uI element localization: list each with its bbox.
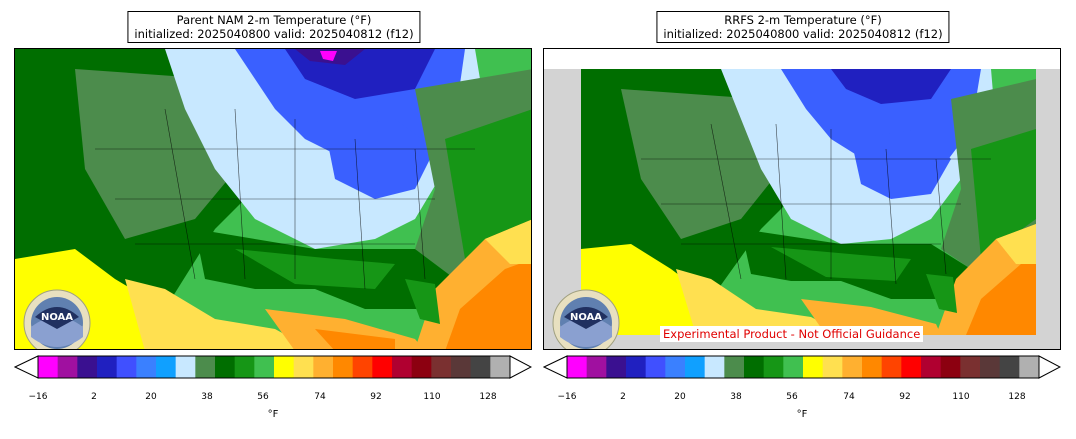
tick-label: 110: [423, 392, 441, 402]
colorbar-swatch: [704, 356, 725, 378]
colorbar-swatch: [57, 356, 78, 378]
colorbar-swatch: [136, 356, 157, 378]
colorbar-swatch: [175, 356, 196, 378]
colorbar-swatch: [77, 356, 98, 378]
colorbar-swatch: [960, 356, 981, 378]
colorbar-swatch: [921, 356, 942, 378]
colorbar-min-arrow: [14, 355, 39, 379]
colorbar-swatch: [215, 356, 236, 378]
colorbar-swatch: [901, 356, 922, 378]
colorbar-swatch: [940, 356, 961, 378]
colorbar-swatch: [274, 356, 295, 378]
colorbar-swatch: [842, 356, 863, 378]
colorbar-swatch: [744, 356, 765, 378]
rrfs-panel: RRFS 2-m Temperature (°F) initialized: 2…: [543, 0, 1063, 439]
nam-panel: Parent NAM 2-m Temperature (°F) initiali…: [14, 0, 534, 439]
noaa-logo-icon: NOAA: [23, 289, 91, 349]
colorbar-swatch: [626, 356, 647, 378]
colorbar-swatch: [352, 356, 373, 378]
tick-label: −16: [28, 392, 48, 402]
nam-map: NOAA: [14, 48, 532, 350]
colorbar-border: [566, 355, 1040, 379]
colorbar-swatch: [97, 356, 118, 378]
colorbar-swatch: [313, 356, 334, 378]
nam-title: Parent NAM 2-m Temperature (°F): [176, 13, 372, 27]
tick-label: 2: [620, 392, 626, 402]
tick-label: 110: [952, 392, 970, 402]
colorbar-swatch: [392, 356, 413, 378]
tick-label: 92: [899, 392, 911, 402]
nam-temperature-map: [15, 49, 531, 349]
colorbar-swatch: [333, 356, 354, 378]
colorbar-swatch: [1019, 356, 1040, 378]
colorbar-swatch: [372, 356, 393, 378]
colorbar-swatch: [606, 356, 627, 378]
tick-label: 74: [843, 392, 855, 402]
colorbar-swatch: [451, 356, 472, 378]
tick-label: 128: [1008, 392, 1026, 402]
tick-label: 20: [145, 392, 157, 402]
tick-label: 38: [730, 392, 742, 402]
colorbar-swatch: [763, 356, 784, 378]
nam-colorbar-unit: °F: [267, 409, 279, 420]
colorbar-swatch: [156, 356, 177, 378]
tick-label: 20: [674, 392, 686, 402]
colorbar-swatch: [586, 356, 607, 378]
colorbar-swatch: [38, 356, 59, 378]
colorbar-swatch: [724, 356, 745, 378]
tick-label: 128: [479, 392, 497, 402]
tick-label: 74: [314, 392, 326, 402]
tick-label: 38: [201, 392, 213, 402]
colorbar-swatch: [490, 356, 511, 378]
noaa-logo-icon: NOAA: [552, 289, 620, 349]
colorbar-swatch: [862, 356, 883, 378]
colorbar-max-arrow: [1038, 355, 1061, 379]
colorbar-swatch: [645, 356, 666, 378]
colorbar-swatch: [665, 356, 686, 378]
noaa-logo-text: NOAA: [570, 312, 602, 323]
experimental-disclaimer: Experimental Product - Not Official Guid…: [660, 326, 924, 342]
colorbar-swatch: [980, 356, 1001, 378]
colorbar-swatch: [822, 356, 843, 378]
colorbar-swatch: [254, 356, 275, 378]
nam-colorbar-ticks: −16 2 20 38 56 74 92 110 128: [14, 392, 532, 404]
colorbar-border: [37, 355, 511, 379]
colorbar-swatch: [470, 356, 491, 378]
colorbar-swatch: [567, 356, 588, 378]
colorbar-swatch: [411, 356, 432, 378]
nam-title-box: Parent NAM 2-m Temperature (°F) initiali…: [127, 11, 421, 43]
rrfs-subtitle: initialized: 2025040800 valid: 202504081…: [663, 27, 943, 41]
nam-colorbar: [14, 355, 532, 379]
rrfs-map: NOAA Experimental Product - Not Official…: [543, 48, 1061, 350]
tick-label: 56: [257, 392, 269, 402]
tick-label: 56: [786, 392, 798, 402]
colorbar-max-arrow: [509, 355, 532, 379]
colorbar-swatch: [431, 356, 452, 378]
colorbar-min-arrow: [543, 355, 568, 379]
colorbar-swatch: [293, 356, 314, 378]
colorbar-swatch: [116, 356, 137, 378]
colorbar-swatch: [999, 356, 1020, 378]
nam-subtitle: initialized: 2025040800 valid: 202504081…: [134, 27, 414, 41]
colorbar-swatch: [234, 356, 255, 378]
rrfs-colorbar: [543, 355, 1061, 379]
tick-label: 92: [370, 392, 382, 402]
rrfs-temperature-map: [544, 49, 1060, 349]
rrfs-title: RRFS 2-m Temperature (°F): [724, 13, 882, 27]
colorbar-swatch: [881, 356, 902, 378]
rrfs-colorbar-unit: °F: [796, 409, 808, 420]
tick-label: 2: [91, 392, 97, 402]
colorbar-swatch: [783, 356, 804, 378]
noaa-logo-text: NOAA: [41, 312, 73, 323]
colorbar-swatch: [685, 356, 706, 378]
rrfs-colorbar-ticks: −16 2 20 38 56 74 92 110 128: [543, 392, 1061, 404]
tick-label: −16: [557, 392, 577, 402]
rrfs-title-box: RRFS 2-m Temperature (°F) initialized: 2…: [656, 11, 950, 43]
colorbar-swatch: [803, 356, 824, 378]
colorbar-swatch: [195, 356, 216, 378]
